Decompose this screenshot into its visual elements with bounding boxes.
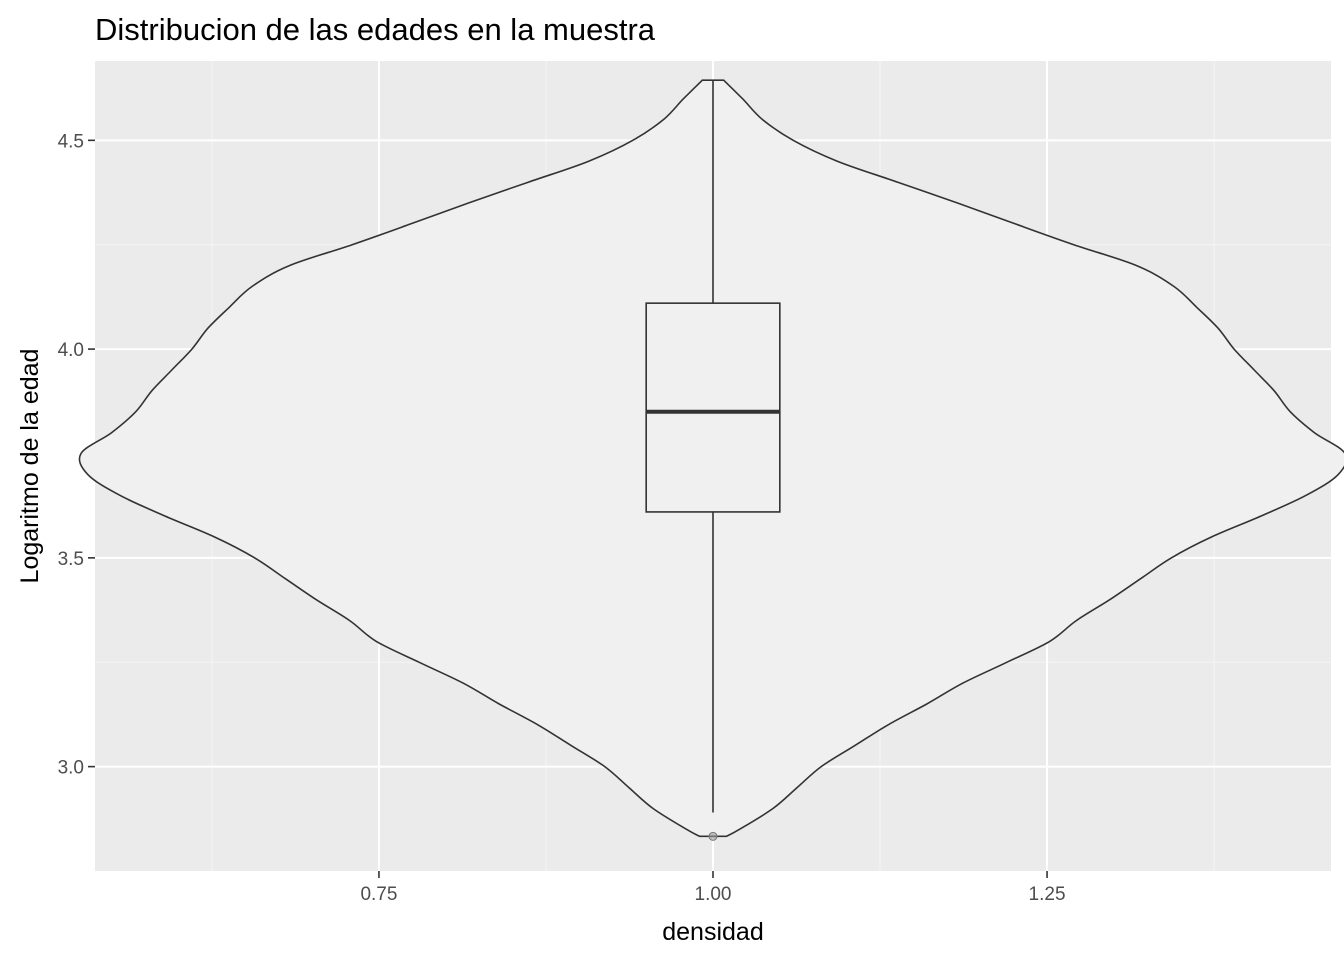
y-tick-label: 4.0	[58, 340, 84, 361]
y-axis-title: Logaritmo de la edad	[16, 349, 44, 584]
y-axis: 3.0 3.5 4.0 4.5	[58, 131, 95, 779]
boxplot	[645, 80, 781, 813]
interquartile-box	[645, 302, 781, 513]
outlier-point	[708, 831, 718, 841]
outlier-points	[708, 831, 718, 841]
x-tick-label: 1.00	[695, 884, 732, 905]
x-tick-label: 0.75	[360, 884, 397, 905]
x-axis: 0.75 1.00 1.25	[360, 871, 1066, 905]
y-tick-label: 4.5	[58, 131, 84, 152]
y-tick-label: 3.5	[58, 549, 84, 570]
x-axis-title: densidad	[662, 918, 763, 946]
x-tick-label: 1.25	[1029, 884, 1066, 905]
chart-title: Distribucion de las edades en la muestra	[95, 12, 656, 47]
y-tick-label: 3.0	[58, 758, 84, 779]
